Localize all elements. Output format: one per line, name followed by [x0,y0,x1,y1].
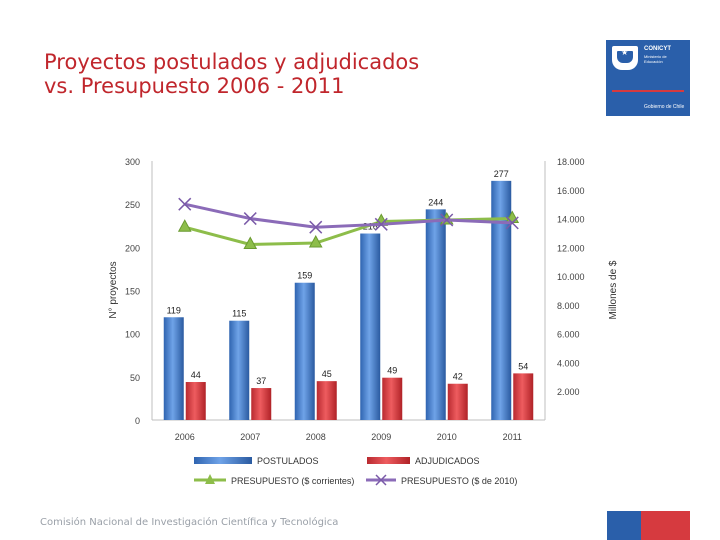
label-adjudicados: 44 [191,370,201,380]
marker-presupuesto-corrientes [243,236,258,249]
marker-presupuesto-2010 [243,212,257,226]
x-tick-label: 2008 [306,432,326,442]
y-tick-label: 150 [125,287,140,297]
bar-postulados [163,317,184,420]
label-postulados: 277 [494,169,509,179]
legend-marker-presupuesto-corrientes [205,474,215,484]
star-icon: ★ [621,48,629,57]
title-line-2: vs. Presupuesto 2006 - 2011 [44,74,345,98]
legend-swatch-postulados [194,457,252,464]
x-tick-label: 2010 [437,432,457,442]
y2-tick-label: 8.000 [557,301,580,311]
y-tick-label: 300 [125,157,140,167]
bar-adjudicados [382,377,403,420]
y2-tick-label: 16.000 [557,186,585,196]
y2-tick-label: 4.000 [557,358,580,368]
marker-presupuesto-2010 [309,220,323,234]
legend-marker-presupuesto-2010 [375,474,387,486]
label-postulados: 115 [232,309,246,319]
footer-text: Comisión Nacional de Investigación Cient… [40,517,339,528]
y2-tick-label: 2.000 [557,387,580,397]
y-tick-label: 200 [125,243,140,253]
label-postulados: 244 [428,197,443,207]
y2-tick-label: 14.000 [557,215,585,225]
label-adjudicados: 42 [453,372,463,382]
y-tick-label: 50 [130,373,140,383]
bar-postulados [425,209,446,420]
label-postulados: 159 [297,271,312,281]
bar-postulados [360,233,381,420]
footer-bar-red [641,511,690,540]
line-presupuesto-2010 [184,202,513,229]
shield-icon [612,46,638,70]
conicyt-logo: ★ CONICYT Ministerio de Educación Gobier… [606,40,690,116]
marker-presupuesto-2010 [374,217,388,231]
legend-label-presupuesto-corrientes: PRESUPUESTO ($ corrientes) [231,476,354,486]
y2-tick-label: 10.000 [557,272,585,282]
logo-subtitle: Ministerio de Educación [644,54,667,64]
marker-presupuesto-2010 [178,197,192,211]
marker-presupuesto-2010 [440,213,454,227]
slide-title: Proyectos postulados y adjudicados vs. P… [44,50,564,98]
x-tick-label: 2006 [175,432,195,442]
marker-presupuesto-2010 [505,216,519,230]
legend-label-postulados: POSTULADOS [257,456,319,466]
bar-adjudicados [251,388,272,420]
line-presupuesto-corrientes [184,217,513,246]
footer-bar-blue [607,511,641,540]
marker-presupuesto-corrientes [177,219,192,232]
y2-tick-label: 18.000 [557,157,585,167]
bar-adjudicados [513,373,534,420]
label-postulados: 119 [167,305,181,315]
title-line-1: Proyectos postulados y adjudicados [44,50,420,74]
label-adjudicados: 54 [518,361,528,371]
legend-swatch-adjudicados [367,457,410,464]
bar-adjudicados [316,381,337,420]
x-tick-label: 2007 [240,432,260,442]
bar-adjudicados [185,382,206,420]
logo-stripe [612,90,684,92]
marker-presupuesto-corrientes [308,234,323,248]
bar-postulados [229,320,250,420]
x-tick-label: 2011 [503,432,522,442]
legend-label-presupuesto-2010: PRESUPUESTO ($ de 2010) [401,476,517,486]
y-tick-label: 100 [125,330,140,340]
label-adjudicados: 45 [322,369,332,379]
logo-org: CONICYT [644,46,671,52]
y2-tick-label: 6.000 [557,330,580,340]
y-tick-label: 250 [125,200,140,210]
y2-tick-label: 12.000 [557,243,585,253]
legend-label-adjudicados: ADJUDICADOS [415,456,480,466]
y-axis-title: N° proyectos [108,261,119,318]
x-tick-label: 2009 [371,432,391,442]
bar-adjudicados [447,383,468,420]
y-tick-label: 0 [135,416,140,426]
label-adjudicados: 37 [256,376,266,386]
label-adjudicados: 49 [387,366,397,376]
logo-gobierno: Gobierno de Chile [644,104,685,110]
bar-postulados [294,282,315,420]
bar-postulados [491,180,512,420]
y2-axis-title: Millones de $ [608,260,619,319]
